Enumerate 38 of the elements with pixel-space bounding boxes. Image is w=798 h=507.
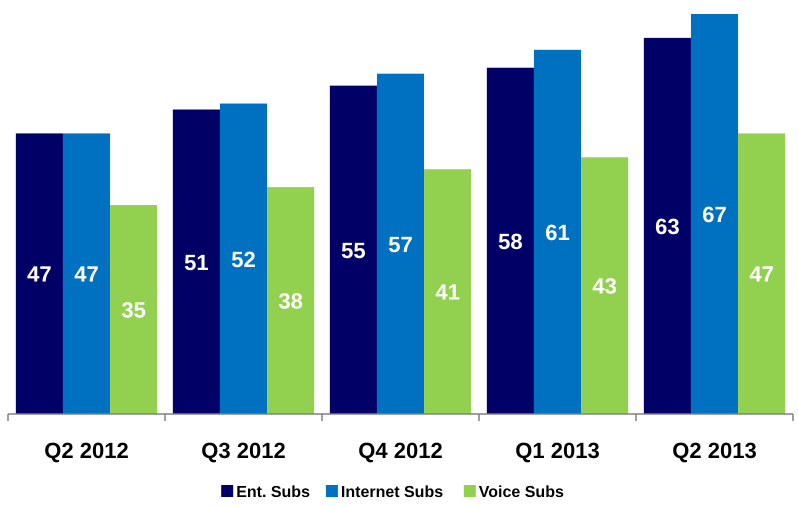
bar xyxy=(267,187,314,414)
bar xyxy=(110,205,158,414)
data-label: 35 xyxy=(121,298,146,323)
bar xyxy=(486,68,534,414)
bar xyxy=(376,74,424,414)
data-label: 47 xyxy=(74,262,99,287)
bar xyxy=(644,38,691,414)
bar xyxy=(62,133,110,414)
data-label: 67 xyxy=(702,202,727,227)
legend-label: Ent. Subs xyxy=(236,484,310,501)
x-tick-label: Q4 2012 xyxy=(358,438,443,463)
bar xyxy=(738,133,786,414)
data-label: 55 xyxy=(341,238,366,263)
data-label: 43 xyxy=(592,274,617,299)
data-label: 52 xyxy=(231,246,256,272)
data-label: 58 xyxy=(498,228,523,254)
x-tick-label: Q2 2013 xyxy=(672,438,757,463)
data-label: 41 xyxy=(435,280,460,305)
data-label: 38 xyxy=(278,288,303,314)
data-label: 51 xyxy=(184,250,209,275)
bar xyxy=(330,86,377,414)
legend-label: Internet Subs xyxy=(340,484,444,501)
x-tick-label: Q3 2012 xyxy=(201,438,286,463)
x-tick-label: Q1 2013 xyxy=(515,438,600,463)
data-label: 47 xyxy=(749,262,774,287)
legend-label: Voice Subs xyxy=(478,484,564,501)
bar xyxy=(424,169,472,414)
x-tick-label: Q2 2012 xyxy=(44,438,129,463)
data-label: 47 xyxy=(27,262,52,287)
bar xyxy=(534,50,582,414)
data-label: 63 xyxy=(655,214,680,239)
bar xyxy=(690,14,738,414)
bar xyxy=(581,157,628,414)
bar xyxy=(220,104,268,414)
bar xyxy=(16,133,63,414)
data-label: 57 xyxy=(388,232,413,257)
data-label: 61 xyxy=(545,220,570,245)
bar xyxy=(172,110,220,414)
